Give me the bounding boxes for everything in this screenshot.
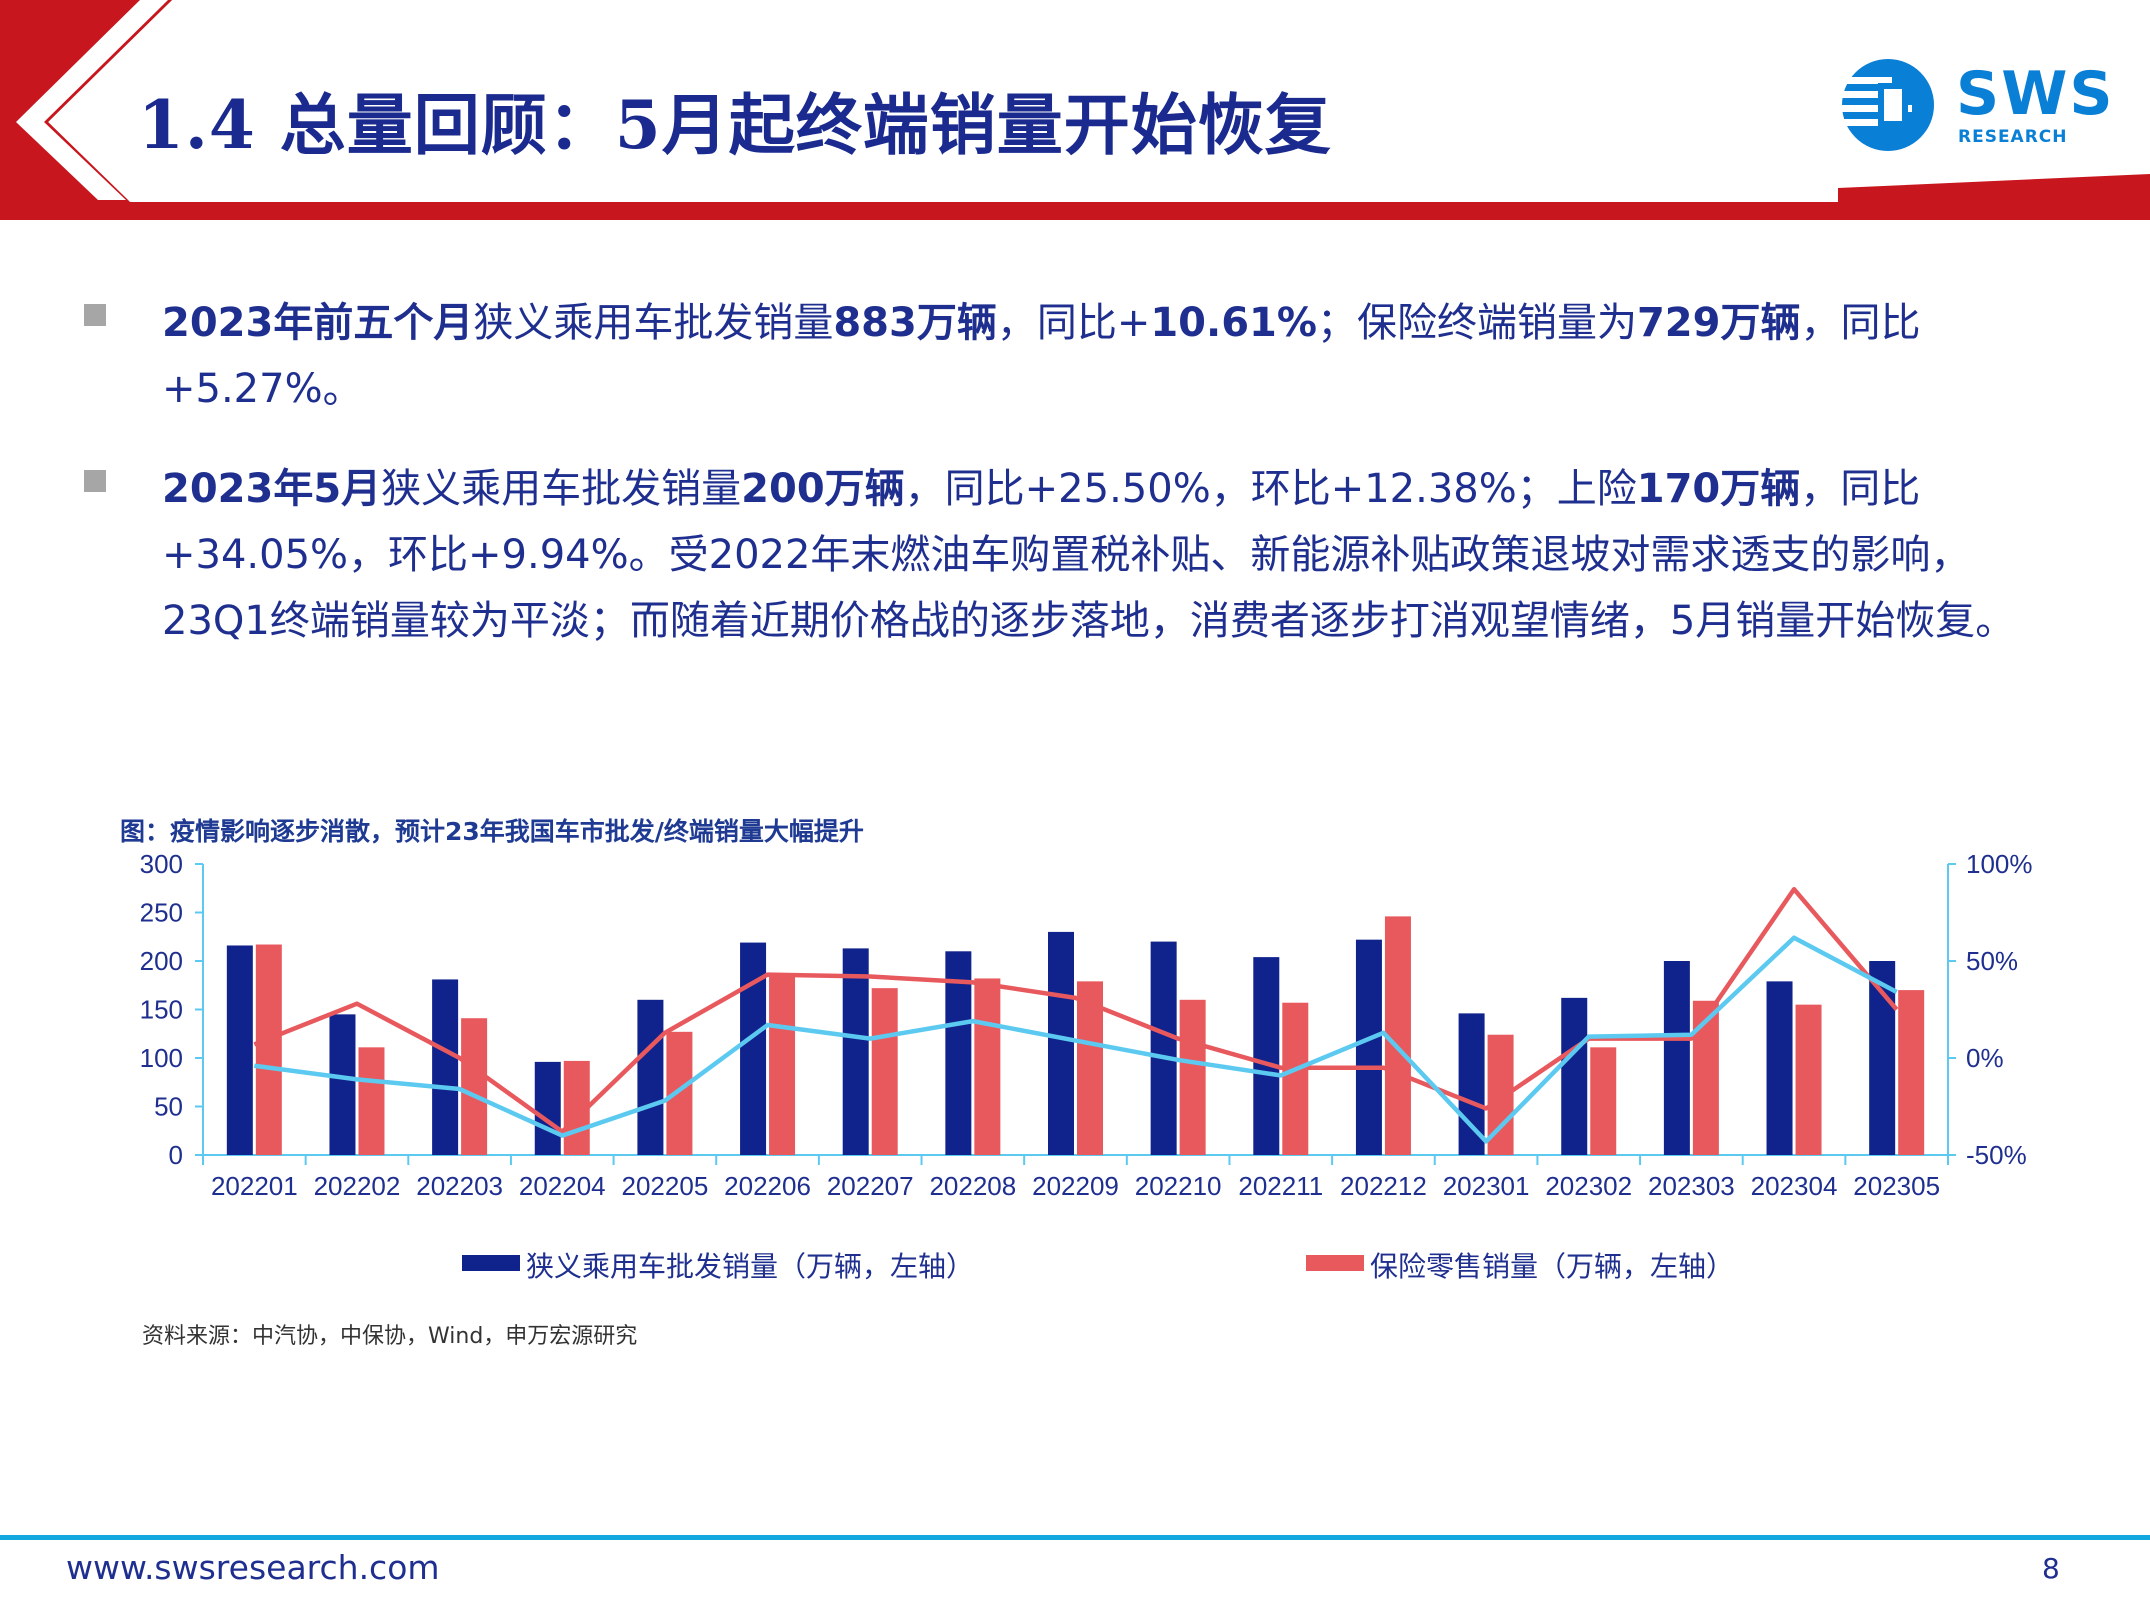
right-tick-label: 100% xyxy=(1966,849,2033,879)
wholesale-bar xyxy=(1355,939,1382,1155)
left-tick-label: 300 xyxy=(140,849,183,879)
bullet-segment: ，同比+34.05%，环比+9.94%。受2022年末燃油车购置税补贴、新能源补… xyxy=(162,466,2016,644)
wholesale-bar xyxy=(432,979,459,1155)
wholesale-bar xyxy=(1561,997,1588,1155)
x-tick-label: 202204 xyxy=(519,1171,606,1201)
right-tick-label: -50% xyxy=(1966,1140,2027,1170)
logo-text: SWS xyxy=(1956,59,2115,129)
left-tick-label: 50 xyxy=(154,1092,183,1122)
retail-bar xyxy=(358,1047,385,1155)
x-tick-label: 202212 xyxy=(1340,1171,1427,1201)
retail-bar xyxy=(1898,990,1925,1155)
x-tick-label: 202203 xyxy=(416,1171,503,1201)
x-tick-label: 202206 xyxy=(724,1171,811,1201)
right-tick-label: 50% xyxy=(1966,946,2018,976)
legend-swatch xyxy=(1306,1255,1364,1271)
bullet-segment: 狭义乘用车批发销量 xyxy=(381,466,742,512)
retail-bar xyxy=(974,978,1001,1155)
retail-bar xyxy=(461,1018,488,1155)
x-tick-label: 202209 xyxy=(1032,1171,1119,1201)
retail-bar xyxy=(255,944,282,1155)
retail-bar xyxy=(1282,1002,1309,1155)
wholesale-bar xyxy=(842,948,869,1155)
bullet-marker xyxy=(84,304,106,326)
bullet-text: 2023年前五个月狭义乘用车批发销量883万辆，同比+10.61%；保险终端销量… xyxy=(162,290,2052,422)
wholesale-bar xyxy=(1150,941,1177,1155)
source-note: 资料来源：中汽协，中保协，Wind，申万宏源研究 xyxy=(142,1324,638,1349)
bullet-segment: 729万辆 xyxy=(1636,300,1801,346)
retail-bar xyxy=(666,1031,693,1155)
legend-label: 狭义乘用车批发销量（万辆，左轴） xyxy=(526,1250,974,1283)
retail-bar xyxy=(871,988,898,1155)
left-tick-label: 200 xyxy=(140,946,183,976)
wholesale-bar xyxy=(534,1061,561,1155)
left-tick-label: 150 xyxy=(140,995,183,1025)
retail-bar xyxy=(1077,981,1103,1155)
x-tick-label: 202302 xyxy=(1545,1171,1632,1201)
bullet-segment: 狭义乘用车批发销量 xyxy=(473,300,834,346)
x-tick-label: 202202 xyxy=(314,1171,401,1201)
page-number: 8 xyxy=(2042,1552,2060,1585)
bullet-segment: ，同比+ xyxy=(996,300,1151,346)
bullet-marker xyxy=(84,470,106,492)
footer-url[interactable]: www.swsresearch.com xyxy=(66,1548,440,1587)
x-tick-label: 202305 xyxy=(1853,1171,1940,1201)
retail-bar xyxy=(1179,999,1206,1155)
wholesale-bar xyxy=(945,951,972,1155)
x-tick-label: 202201 xyxy=(211,1171,298,1201)
bullet-segment: ，同比+5.27%。 xyxy=(162,300,1921,412)
x-tick-label: 202304 xyxy=(1751,1171,1838,1201)
retail-yoy-line xyxy=(253,886,1899,1134)
retail-bar xyxy=(1795,1004,1822,1155)
bullet-segment: ；保险终端销量为 xyxy=(1316,300,1637,346)
x-tick-label: 202303 xyxy=(1648,1171,1735,1201)
x-tick-label: 202211 xyxy=(1238,1171,1323,1201)
x-tick-label: 202210 xyxy=(1135,1171,1222,1201)
left-tick-label: 0 xyxy=(169,1140,183,1170)
bullet-segment: 883万辆 xyxy=(833,300,997,346)
wholesale-bar xyxy=(329,1014,356,1155)
retail-bar xyxy=(1590,1047,1617,1155)
sws-logo-icon xyxy=(1842,59,1934,151)
logo-subtext: RESEARCH xyxy=(1958,127,2068,147)
bullet-segment: ，同比+25.50%，环比+12.38%；上险 xyxy=(904,466,1637,512)
wholesale-bar xyxy=(637,999,664,1155)
wholesale-bar xyxy=(1663,961,1690,1155)
wholesale-bar xyxy=(1253,957,1280,1155)
header-banner xyxy=(0,0,2150,220)
right-tick-label: 0% xyxy=(1966,1043,2004,1073)
left-tick-label: 250 xyxy=(140,898,183,928)
page-title: 1.4 总量回顾：5月起终端销量开始恢复 xyxy=(138,86,1332,164)
x-tick-label: 202205 xyxy=(622,1171,709,1201)
bullet-segment: 2023年前五个月 xyxy=(162,300,474,346)
bullet-segment: 2023年5月 xyxy=(162,466,382,512)
legend-swatch xyxy=(462,1255,520,1271)
sws-logo: SWS RESEARCH xyxy=(1838,55,2113,155)
wholesale-bar xyxy=(1048,931,1074,1155)
wholesale-bar xyxy=(1458,1013,1485,1155)
combo-chart: 0 50 100 150 200 250 300 -50% 0% 50% 100% 202201 202… xyxy=(140,849,2033,1283)
footer-divider xyxy=(0,1535,2150,1540)
chart-title: 图：疫情影响逐步消散，预计23年我国车市批发/终端销量大幅提升 xyxy=(120,817,864,846)
x-tick-label: 202208 xyxy=(929,1171,1016,1201)
x-tick-label: 202301 xyxy=(1443,1171,1530,1201)
bullet-text: 2023年5月狭义乘用车批发销量200万辆，同比+25.50%，环比+12.38… xyxy=(162,456,2052,654)
wholesale-yoy-line xyxy=(254,935,1898,1144)
bullet-segment: 10.61% xyxy=(1150,300,1317,346)
legend-label: 保险零售销量（万辆，左轴） xyxy=(1370,1250,1734,1283)
bullet-segment: 200万辆 xyxy=(741,466,905,512)
wholesale-bar xyxy=(1766,981,1793,1155)
bullet-segment: 170万辆 xyxy=(1636,466,1801,512)
retail-bar xyxy=(769,974,796,1155)
wholesale-bar xyxy=(226,945,253,1155)
x-tick-label: 202207 xyxy=(827,1171,914,1201)
wholesale-bar xyxy=(740,942,767,1155)
left-tick-label: 100 xyxy=(140,1043,183,1073)
